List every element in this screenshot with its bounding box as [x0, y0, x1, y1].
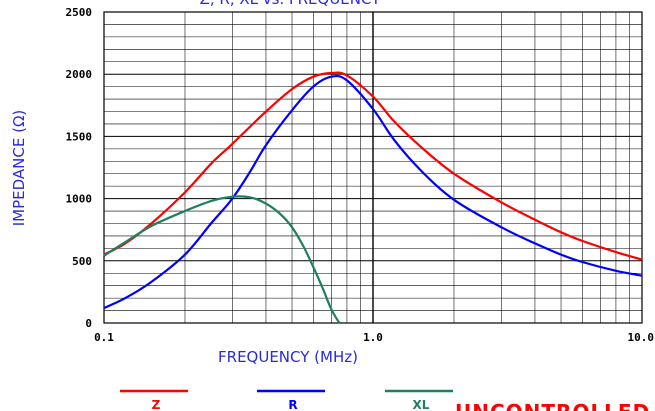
legend: Z R XL [120, 389, 453, 411]
legend-label-xl: XL [413, 398, 430, 411]
x-tick-label: 10.0 [628, 331, 655, 344]
series-line-xl [103, 195, 341, 324]
series-line-z [103, 71, 643, 261]
legend-label-r: R [288, 398, 297, 411]
series-lines [103, 71, 643, 324]
y-tick-label: 1000 [66, 193, 93, 206]
y-tick-labels: 0 500 1000 1500 2000 2500 [66, 6, 93, 330]
legend-label-z: Z [152, 398, 161, 411]
y-tick-label: 2500 [66, 6, 93, 19]
x-tick-labels: 0.1 1.0 10.0 [94, 331, 654, 344]
uncontrolled-stamp: UNCONTROLLED [455, 400, 650, 411]
plot-frame [103, 11, 643, 324]
chart-title: Z, R, XL vs. FREQUENCY [200, 0, 382, 8]
x-tick-label: 1.0 [363, 331, 383, 344]
y-axis-label: IMPEDANCE (Ω) [10, 110, 28, 227]
y-tick-label: 500 [72, 255, 92, 268]
grid [104, 12, 642, 323]
x-axis-label: FREQUENCY (MHz) [218, 348, 358, 366]
x-tick-label: 0.1 [94, 331, 114, 344]
y-tick-label: 0 [85, 317, 92, 330]
y-tick-label: 2000 [66, 68, 93, 81]
y-tick-label: 1500 [66, 130, 93, 143]
series-line-r [103, 74, 643, 310]
